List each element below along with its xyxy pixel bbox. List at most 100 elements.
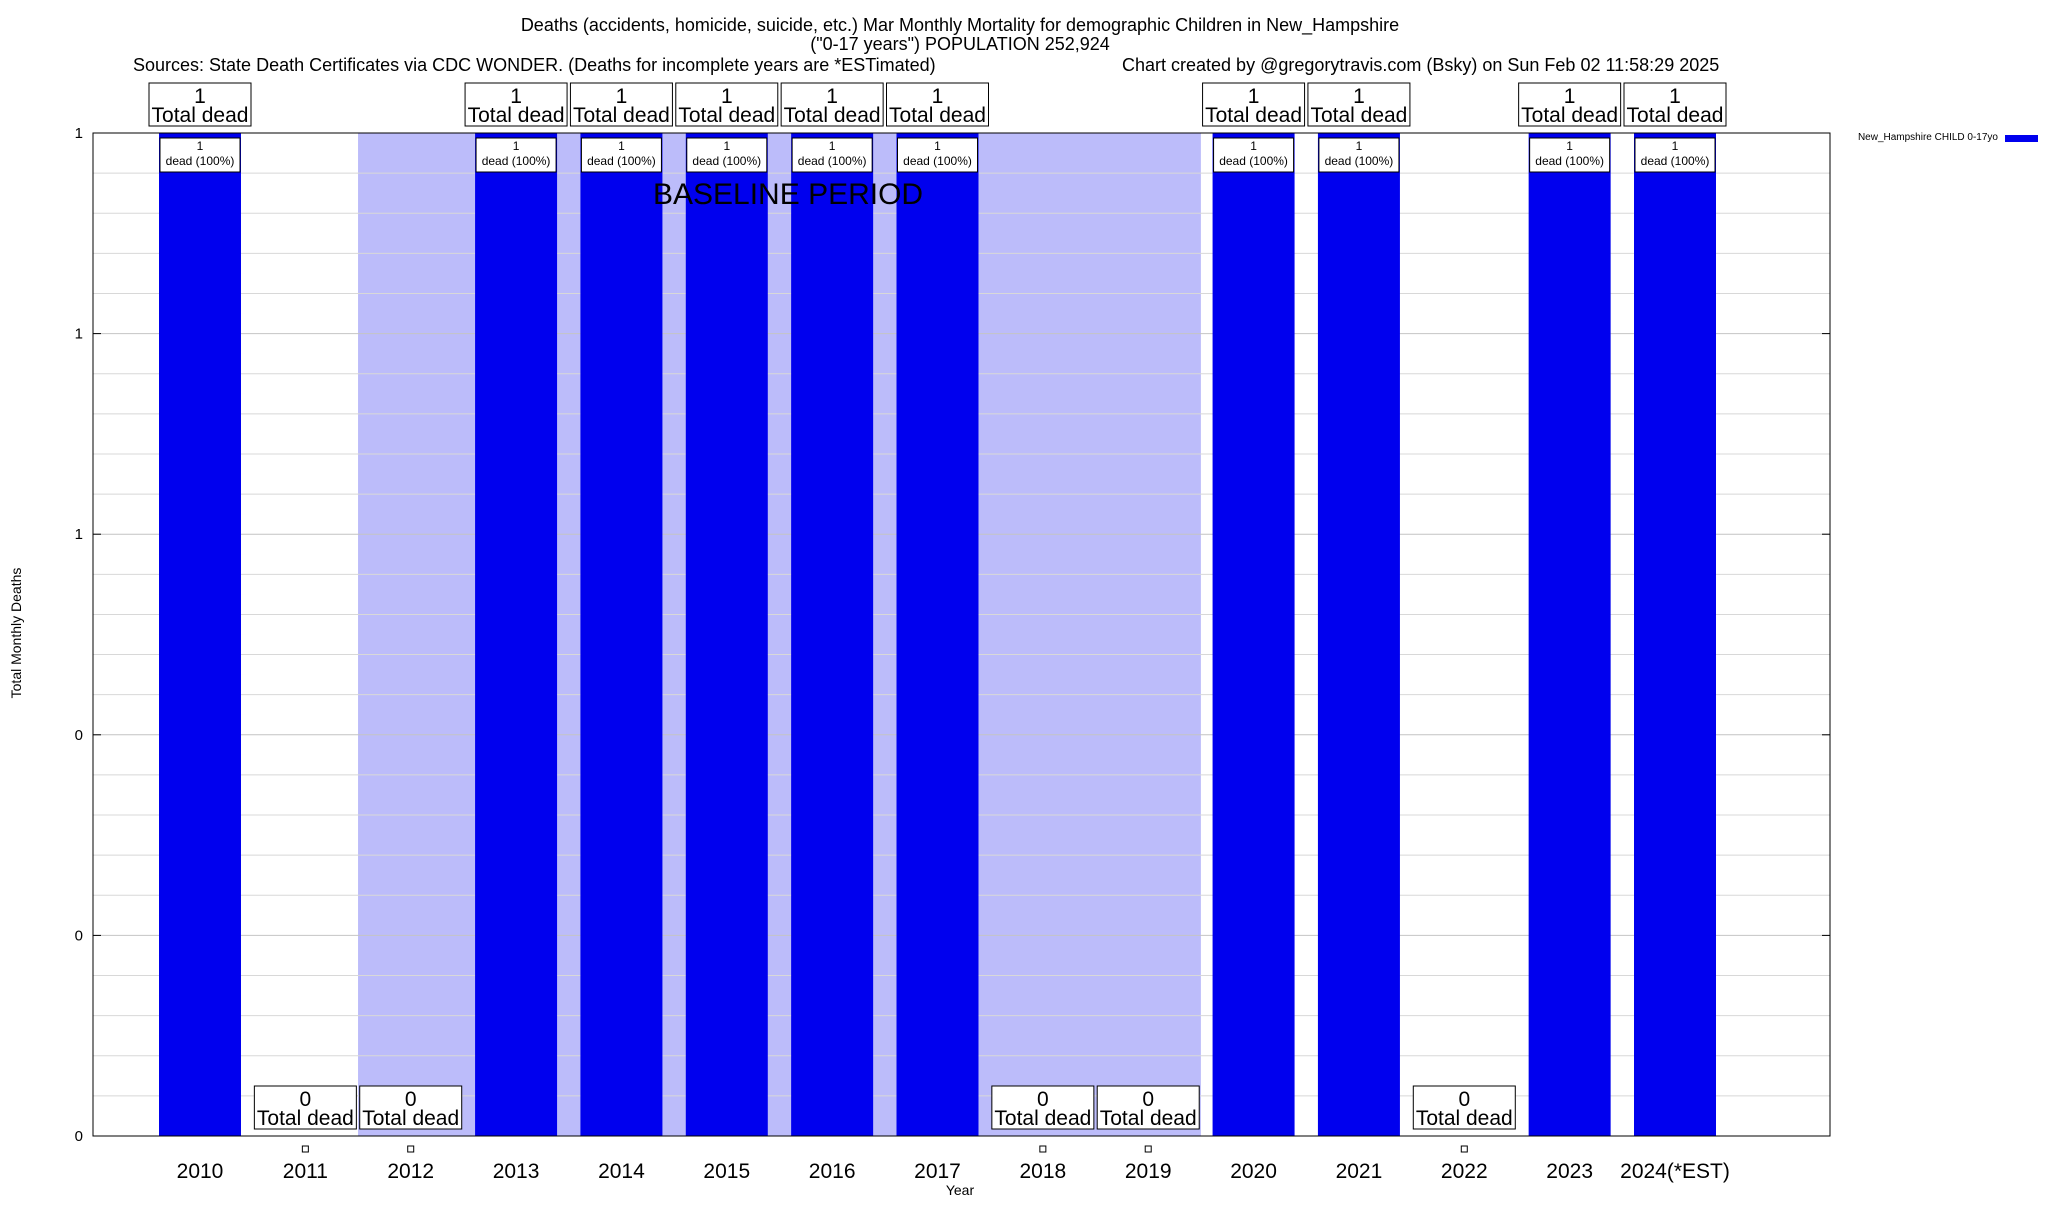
- total-value-label: 0: [300, 1088, 312, 1111]
- total-value-label: 1: [932, 85, 944, 108]
- bar: [475, 133, 558, 1136]
- x-tick-label: 2019: [1125, 1160, 1172, 1183]
- bar-pct-label: dead (100%): [1535, 154, 1604, 168]
- bar-value-label: 1: [1250, 139, 1257, 153]
- total-label-box: [991, 1085, 1095, 1130]
- bar-pct-label: dead (100%): [692, 154, 761, 168]
- total-label-box: [1518, 82, 1622, 127]
- bar-label-box: [1634, 137, 1716, 173]
- total-dead-label: Total dead: [573, 104, 670, 127]
- total-dead-label: Total dead: [784, 104, 881, 127]
- bar-value-label: 1: [1566, 139, 1573, 153]
- zero-marker: [1039, 1145, 1047, 1153]
- total-value-label: 1: [721, 85, 733, 108]
- bar: [1212, 133, 1295, 1136]
- total-label-box: [1412, 1085, 1516, 1130]
- bar-pct-label: dead (100%): [587, 154, 656, 168]
- bar-pct-label: dead (100%): [798, 154, 867, 168]
- total-dead-label: Total dead: [678, 104, 775, 127]
- total-dead-label: Total dead: [1627, 104, 1724, 127]
- x-tick-label: 2020: [1230, 1160, 1277, 1183]
- total-label-box: [464, 82, 568, 127]
- bar-pct-label: dead (100%): [1219, 154, 1288, 168]
- x-tick-label: 2011: [283, 1160, 328, 1183]
- bar: [1528, 133, 1611, 1136]
- total-label-box: [1202, 82, 1306, 127]
- bar: [1317, 133, 1400, 1136]
- bar-value-label: 1: [723, 139, 730, 153]
- x-tick-label: 2014: [598, 1160, 645, 1183]
- zero-marker: [1144, 1145, 1152, 1153]
- bar-label-box: [159, 137, 241, 173]
- total-label-box: [780, 82, 884, 127]
- zero-marker: [407, 1145, 415, 1153]
- bar: [1634, 133, 1716, 1136]
- bar-label-box: [791, 137, 873, 173]
- total-label-box: [1623, 82, 1727, 127]
- bar-pct-label: dead (100%): [482, 154, 551, 168]
- bar-label-box: [475, 137, 557, 173]
- total-value-label: 1: [510, 85, 522, 108]
- bar-label-box: [686, 137, 768, 173]
- total-value-label: 1: [194, 85, 206, 108]
- total-label-box: [675, 82, 779, 127]
- bar-value-label: 1: [1356, 139, 1363, 153]
- bar-value-label: 1: [934, 139, 941, 153]
- x-tick-label: 2017: [914, 1160, 961, 1183]
- total-value-label: 0: [1037, 1088, 1049, 1111]
- bar-pct-label: dead (100%): [1641, 154, 1710, 168]
- bar-value-label: 1: [1672, 139, 1679, 153]
- x-tick-label: 2018: [1019, 1160, 1066, 1183]
- bar: [580, 133, 663, 1136]
- total-dead-label: Total dead: [1205, 104, 1302, 127]
- total-value-label: 0: [1458, 1088, 1470, 1111]
- axes: 0 0 0 1 1 1: [75, 125, 1831, 1145]
- total-dead-label: Total dead: [257, 1107, 354, 1130]
- bar-value-label: 1: [197, 139, 204, 153]
- bar: [159, 133, 241, 1136]
- bar-value-label: 1: [513, 139, 520, 153]
- legend-swatch: [2005, 135, 2038, 142]
- bar-label-box: [580, 137, 662, 173]
- total-label-box: [1096, 1085, 1200, 1130]
- total-dead-label: Total dead: [468, 104, 565, 127]
- bars: [159, 133, 1716, 1136]
- chart-title: Deaths (accidents, homicide, suicide, et…: [521, 15, 1399, 36]
- x-tick-label: 2010: [177, 1160, 224, 1183]
- x-tick-label: 2015: [703, 1160, 750, 1183]
- total-dead-label: Total dead: [1310, 104, 1407, 127]
- bar: [791, 133, 874, 1136]
- legend-label: New_Hampshire CHILD 0-17yo: [1858, 132, 1998, 143]
- total-value-label: 0: [405, 1088, 417, 1111]
- y-tick-label: 0: [75, 1128, 83, 1145]
- total-value-label: 1: [1564, 85, 1576, 108]
- x-tick-label: 2024(*EST): [1620, 1160, 1730, 1183]
- total-label-box: [569, 82, 673, 127]
- x-tick-label: 2023: [1546, 1160, 1593, 1183]
- x-tick-label: 2016: [809, 1160, 856, 1183]
- total-label-box: [148, 82, 252, 127]
- bar-pct-label: dead (100%): [1325, 154, 1394, 168]
- y-tick-label: 1: [75, 125, 83, 142]
- total-label-box: [886, 82, 989, 127]
- bar-value-label: 1: [829, 139, 836, 153]
- bar-label-box: [1318, 137, 1400, 173]
- zero-marker: [301, 1145, 309, 1153]
- total-dead-label: Total dead: [1100, 1107, 1197, 1130]
- total-value-label: 1: [1353, 85, 1365, 108]
- y-axis-label: Total Monthly Deaths: [8, 568, 24, 699]
- total-dead-label: Total dead: [152, 104, 249, 127]
- total-value-label: 0: [1142, 1088, 1154, 1111]
- x-axis-label: Year: [946, 1182, 975, 1198]
- total-value-label: 1: [616, 85, 628, 108]
- baseline-label: BASELINE PERIOD: [653, 178, 923, 211]
- zero-marker: [1460, 1145, 1468, 1153]
- total-value-label: 1: [1669, 85, 1681, 108]
- total-dead-label: Total dead: [994, 1107, 1091, 1130]
- total-value-label: 1: [1248, 85, 1260, 108]
- total-dead-label: Total dead: [362, 1107, 459, 1130]
- y-tick-label: 1: [75, 326, 83, 343]
